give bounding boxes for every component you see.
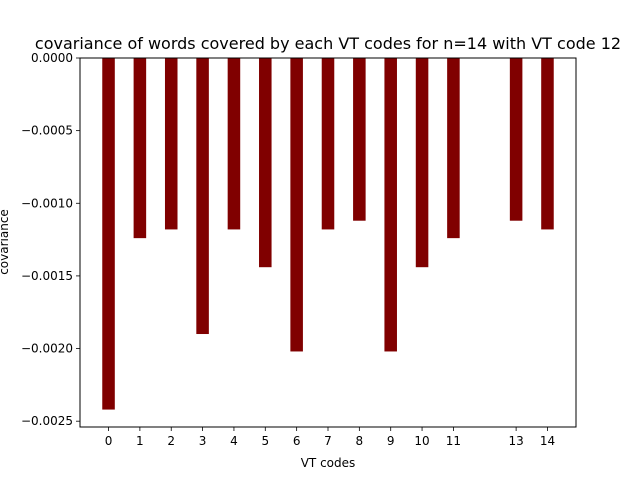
x-tick-label-8: 8 [356, 434, 364, 448]
x-tick-label-5: 5 [261, 434, 269, 448]
bar-vt-10 [415, 58, 429, 268]
y-tick-label-5: 0.0000 [31, 51, 73, 65]
y-tick-label-3: −0.0010 [21, 196, 73, 210]
x-tick-label-11: 11 [446, 434, 461, 448]
bar-vt-5 [259, 58, 272, 268]
x-tick-label-7: 7 [324, 434, 332, 448]
x-tick-label-9: 9 [387, 434, 395, 448]
y-axis-label: covariance [0, 209, 11, 275]
bar-vt-1 [133, 58, 147, 239]
y-tick-label-2: −0.0015 [21, 269, 73, 283]
bar-vt-7 [321, 58, 335, 230]
x-tick-label-2: 2 [167, 434, 175, 448]
bar-vt-14 [541, 58, 554, 230]
x-tick-label-10: 10 [414, 434, 429, 448]
x-axis-label: VT codes [301, 456, 356, 470]
bar-vt-4 [227, 58, 241, 230]
x-tick-label-6: 6 [293, 434, 301, 448]
y-tick-label-4: −0.0005 [21, 124, 73, 138]
bar-vt-13 [509, 58, 523, 221]
x-tick-label-4: 4 [230, 434, 238, 448]
bar-vt-9 [384, 58, 397, 352]
bar-vt-8 [353, 58, 366, 221]
x-axis: 0 1 2 3 4 5 6 7 8 9 10 11 13 14 [105, 427, 555, 448]
bar-vt-2 [164, 58, 178, 230]
y-tick-label-0: −0.0025 [21, 414, 73, 428]
y-axis: −0.0025 −0.0020 −0.0015 −0.0010 −0.0005 0.000… [21, 51, 80, 428]
x-tick-label-13: 13 [508, 434, 523, 448]
x-tick-label-14: 14 [540, 434, 555, 448]
y-tick-label-1: −0.0020 [21, 342, 73, 356]
x-tick-label-0: 0 [105, 434, 113, 448]
x-tick-label-3: 3 [199, 434, 207, 448]
bar-vt-3 [196, 58, 209, 335]
x-tick-label-1: 1 [136, 434, 144, 448]
bar-vt-6 [290, 58, 303, 352]
chart-title: covariance of words covered by each VT c… [35, 34, 621, 53]
bars-layer [102, 58, 554, 410]
bar-vt-11 [447, 58, 460, 239]
plot-frame [79, 57, 577, 428]
bar-vt-0 [102, 58, 115, 410]
